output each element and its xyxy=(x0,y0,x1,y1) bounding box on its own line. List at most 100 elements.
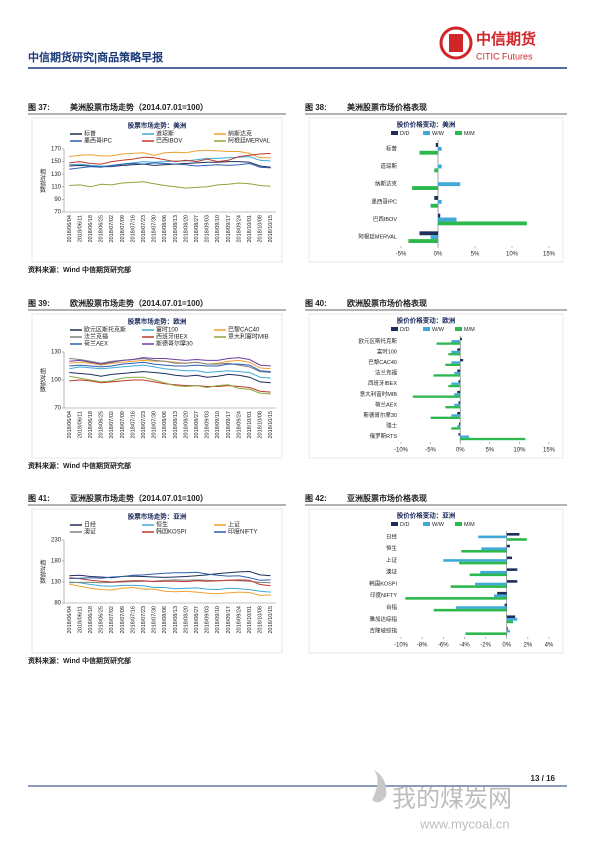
legend-label: 巴西IBOV xyxy=(156,138,182,145)
x-tick-label: 2018/09/17 xyxy=(226,411,232,439)
bar xyxy=(465,632,507,635)
x-tick-label: 2018/06/18 xyxy=(88,411,94,439)
figure-caption: 欧洲股票市场走势（2014.07.01=100） xyxy=(70,298,208,308)
x-tick-label: 10% xyxy=(506,252,519,258)
category-label: 俄罗斯RTS xyxy=(370,432,398,440)
legend-label: 欧元区斯托克斯 xyxy=(84,326,126,334)
bar xyxy=(448,353,461,356)
y-tick-label: 110 xyxy=(51,184,61,190)
bar xyxy=(481,547,507,550)
x-tick-label: 0% xyxy=(434,252,443,258)
x-tick-label: 2018/08/27 xyxy=(194,411,200,439)
category-label: 法兰克福 xyxy=(375,369,398,377)
series-line xyxy=(69,361,271,373)
x-tick-label: 2018/08/27 xyxy=(194,215,200,243)
x-tick-label: 2018/07/16 xyxy=(130,606,136,634)
bar xyxy=(451,361,461,364)
x-tick-label: 2018/09/03 xyxy=(205,411,211,439)
legend-label: 恒生 xyxy=(156,521,168,529)
x-tick-label: 2018/08/13 xyxy=(173,411,179,439)
x-tick-label: 2018/08/20 xyxy=(183,215,189,243)
y-tick-label: 70 xyxy=(54,406,61,412)
x-tick-label: -4% xyxy=(459,643,470,649)
x-tick-label: 2018/07/09 xyxy=(120,411,126,439)
legend-label: 上证 xyxy=(228,521,240,529)
legend-swatch xyxy=(391,522,398,526)
figure-number: 图 38: xyxy=(305,103,327,112)
bar xyxy=(454,371,461,375)
x-tick-label: 2018/09/24 xyxy=(236,215,242,243)
bar xyxy=(436,342,461,345)
legend-swatch xyxy=(455,131,462,135)
legend-label: 意大利富时MIB xyxy=(228,333,269,341)
chart-frame xyxy=(308,313,564,459)
x-tick-label: 2018/07/09 xyxy=(120,606,126,634)
legend-label: 日经 xyxy=(84,521,96,529)
x-tick-label: 2018/06/25 xyxy=(99,215,105,243)
bar xyxy=(506,620,514,624)
series-line xyxy=(69,152,271,165)
y-tick-label: 130 xyxy=(51,350,62,356)
legend-label: M/M xyxy=(464,327,475,333)
category-label: 吉隆坡综指 xyxy=(369,627,397,635)
chart-title: 股价价格变动：亚洲 xyxy=(397,511,456,520)
bar xyxy=(405,597,507,600)
bar xyxy=(506,556,512,560)
bar xyxy=(434,196,438,200)
x-tick-label: 2018/07/02 xyxy=(109,606,115,634)
x-tick-label: 2018/09/03 xyxy=(205,606,211,634)
x-tick-label: 2018/09/10 xyxy=(215,215,221,243)
x-tick-label: 2018/07/30 xyxy=(152,411,158,439)
legend-label: 澳证 xyxy=(84,528,96,536)
x-tick-label: 2018/06/18 xyxy=(88,606,94,634)
category-label: 荷兰AEX xyxy=(375,400,397,408)
bar xyxy=(445,363,461,366)
bar xyxy=(506,538,527,541)
bar xyxy=(438,217,457,222)
x-tick-label: 2018/08/06 xyxy=(162,215,168,243)
category-label: 澳证 xyxy=(386,568,398,576)
x-tick-label: 2018/08/06 xyxy=(162,411,168,439)
x-tick-label: 2018/07/23 xyxy=(141,606,147,634)
x-tick-label: 2018/09/03 xyxy=(205,215,211,243)
x-tick-label: 2018/09/24 xyxy=(236,411,242,439)
series-line xyxy=(69,375,271,395)
legend-label: W/W xyxy=(432,522,445,528)
series-line xyxy=(69,579,271,584)
category-label: 韩国KOSPI xyxy=(369,579,397,587)
bar xyxy=(438,182,461,187)
category-label: 巴西IBOV xyxy=(373,216,397,223)
x-tick-label: 5% xyxy=(485,448,494,454)
x-tick-label: -2% xyxy=(480,643,491,649)
bar xyxy=(430,416,461,419)
legend-label: 富时100 xyxy=(156,326,179,334)
page-number: 13 / 16 xyxy=(531,774,556,783)
category-label: 标普 xyxy=(386,144,398,152)
chart-title: 股票市场走势：欧洲 xyxy=(128,317,187,326)
bar xyxy=(419,231,438,236)
bar xyxy=(438,199,442,204)
legend-label: 印度NIFTY xyxy=(228,528,257,536)
x-tick-label: 2018/06/11 xyxy=(77,606,83,633)
x-tick-label: -10% xyxy=(394,643,409,649)
x-tick-label: 2018/07/02 xyxy=(109,215,115,243)
y-tick-label: 70 xyxy=(54,210,61,216)
chart-title: 股价价格变动：欧洲 xyxy=(397,316,456,325)
y-tick-label: 90 xyxy=(54,197,61,203)
legend-label: 韩国KOSPI xyxy=(156,528,187,536)
bar xyxy=(494,594,507,598)
bar xyxy=(438,221,527,226)
x-tick-label: 2018/07/09 xyxy=(120,215,126,243)
x-tick-label: 2018/06/11 xyxy=(77,215,83,242)
bar xyxy=(506,629,510,633)
series-line xyxy=(69,571,271,581)
series-line xyxy=(69,570,271,579)
series-line xyxy=(69,581,271,593)
figure-number: 图 39: xyxy=(28,299,50,308)
logo-en: CITIC Futures xyxy=(476,51,533,61)
x-tick-label: 2018/06/25 xyxy=(99,606,105,634)
legend-label: 纳斯达克 xyxy=(228,130,252,138)
bar xyxy=(504,603,507,607)
x-tick-label: 2018/10/01 xyxy=(247,215,253,243)
x-tick-label: 2018/09/24 xyxy=(236,606,242,634)
